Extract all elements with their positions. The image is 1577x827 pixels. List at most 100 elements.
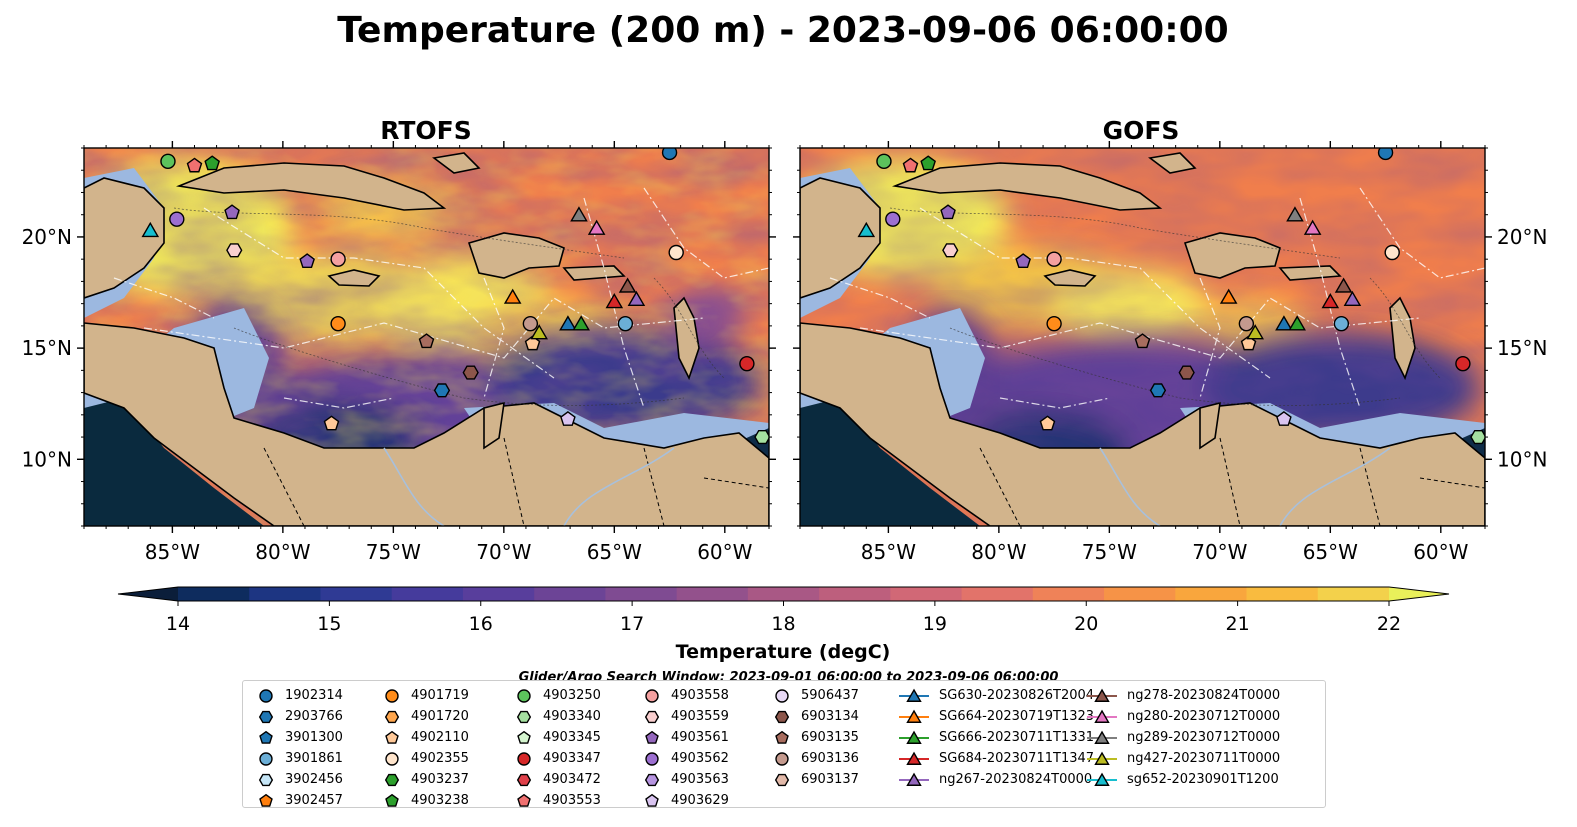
legend-label: 4903345 bbox=[543, 730, 601, 745]
legend-marker bbox=[385, 793, 399, 807]
colorbar-segment bbox=[1104, 587, 1176, 601]
legend-label: 4902355 bbox=[411, 751, 469, 766]
observation-3901861 bbox=[1333, 315, 1350, 332]
legend-item: 3902456 bbox=[257, 769, 343, 790]
legend-label: 4903347 bbox=[543, 751, 601, 766]
legend-label: SG666-20230711T1331 bbox=[939, 730, 1095, 745]
legend-marker bbox=[259, 793, 273, 807]
observation-4903562 bbox=[169, 211, 185, 227]
colorbar-tick-label: 18 bbox=[771, 613, 795, 635]
colorbar-segment bbox=[961, 587, 1034, 601]
observation-markers bbox=[857, 148, 1485, 445]
colorbar-tick-label: 20 bbox=[1074, 613, 1098, 635]
colorbar-extend-high bbox=[1389, 587, 1449, 601]
legend-column: 1902314 2903766 3901300 3901861 3902456 39024… bbox=[257, 685, 343, 811]
legend-marker bbox=[906, 730, 922, 744]
observation-4903559 bbox=[942, 243, 959, 258]
country-borders bbox=[979, 437, 1485, 526]
observation-sg684-20230711t1347 bbox=[1321, 293, 1340, 309]
legend-marker-icon bbox=[384, 710, 400, 723]
rtofs-map-panel: RTOFS bbox=[22, 116, 776, 564]
observation-4903553 bbox=[186, 157, 203, 173]
observation-ng280-20230712t0000 bbox=[587, 219, 606, 235]
legend-marker bbox=[516, 710, 532, 723]
legend-label: 4901719 bbox=[411, 688, 469, 703]
legend-item: 4902110 bbox=[383, 727, 469, 748]
colorbar-label: Temperature (degC) bbox=[676, 641, 891, 663]
legend-marker bbox=[1094, 751, 1110, 765]
legend-marker bbox=[774, 773, 790, 786]
colorbar-segment bbox=[1032, 587, 1105, 601]
legend-item: 6903136 bbox=[773, 748, 859, 769]
legend-item: 4903472 bbox=[515, 769, 601, 790]
legend-label: SG664-20230719T1323 bbox=[939, 709, 1095, 724]
lon-tick-label: 80°W bbox=[255, 540, 310, 564]
legend-item: 4903558 bbox=[643, 685, 729, 706]
gofs-frame bbox=[799, 147, 1486, 527]
legend-label: 4903629 bbox=[671, 793, 729, 808]
gofs-map[interactable] bbox=[790, 145, 1486, 526]
observation-2903766 bbox=[433, 383, 451, 398]
observation-4903250 bbox=[160, 153, 176, 170]
pacific-deep-water bbox=[800, 398, 980, 526]
legend-label: ng280-20230712T0000 bbox=[1127, 709, 1281, 724]
legend-label: 6903137 bbox=[801, 772, 859, 787]
legend-label: SG684-20230711T1347 bbox=[939, 751, 1095, 766]
colorbar-tick-label: 16 bbox=[469, 613, 493, 635]
legend-item: 3902457 bbox=[257, 790, 343, 811]
observation-sg652-20230901t1200 bbox=[141, 221, 160, 238]
observation-sg684-20230711t1347 bbox=[605, 293, 624, 309]
observation-ng267-20230824t0000 bbox=[1343, 290, 1362, 307]
legend-marker-icon bbox=[258, 710, 274, 723]
colorbar-segment bbox=[1175, 587, 1248, 601]
legend-marker bbox=[517, 688, 531, 703]
lon-tick-label: 65°W bbox=[1303, 540, 1358, 564]
lon-tick-label: 80°W bbox=[971, 540, 1026, 564]
legend-marker bbox=[517, 730, 531, 744]
legend-marker-icon bbox=[258, 773, 274, 786]
legend-marker bbox=[906, 751, 922, 765]
legend-marker bbox=[385, 730, 399, 744]
lat-tick-label: 20°N bbox=[22, 225, 72, 249]
legend-item: ng289-20230712T0000 bbox=[1087, 727, 1280, 748]
observation-4903629 bbox=[1276, 411, 1292, 426]
legend-label: 6903134 bbox=[801, 709, 859, 724]
legend-label: 3902456 bbox=[285, 772, 343, 787]
legend-item: 4903561 bbox=[643, 727, 729, 748]
observation-6903134 bbox=[462, 365, 479, 380]
legend-column: 4901719 4901720 4902110 4902355 4903237 49032… bbox=[383, 685, 469, 811]
legend-label: 4902110 bbox=[411, 730, 469, 745]
legend-label: 4903340 bbox=[543, 709, 601, 724]
legend-item: ng267-20230824T0000 bbox=[899, 769, 1094, 790]
legend-label: 4903559 bbox=[671, 709, 729, 724]
legend-item: ng427-20230711T0000 bbox=[1087, 748, 1280, 769]
observation-4903562 bbox=[885, 211, 901, 227]
legend-label: 4901720 bbox=[411, 709, 469, 724]
legend-label: 4903563 bbox=[671, 772, 729, 787]
lon-tick-label: 75°W bbox=[366, 540, 421, 564]
legend-label: 4903553 bbox=[543, 793, 601, 808]
legend-item: sg652-20230901T1200 bbox=[1087, 769, 1280, 790]
observation-ng278-20230824t0000 bbox=[1334, 277, 1353, 293]
legend-column: 5906437 6903134 6903135 6903136 6903137 bbox=[773, 685, 859, 790]
observation-3901861 bbox=[617, 315, 634, 332]
observation-ng427-20230711t0000 bbox=[1246, 324, 1264, 340]
legend-marker bbox=[259, 730, 273, 744]
legend-marker bbox=[906, 709, 922, 723]
legend-label: 3902457 bbox=[285, 793, 343, 808]
gofs-axes: 85°W 80°W 75°W 70°W 65°W 60°W 10°N 15°N 20°N bbox=[793, 141, 1547, 564]
legend-item: 4901720 bbox=[383, 706, 469, 727]
legend-marker bbox=[906, 688, 922, 702]
observation-4902110 bbox=[524, 335, 541, 351]
observation-4902355 bbox=[1384, 244, 1400, 261]
legend-marker bbox=[517, 751, 531, 766]
legend-marker-icon bbox=[774, 773, 790, 786]
legend-column: SG630-20230826T2004 SG664-20230719T1323 SG… bbox=[899, 685, 1094, 790]
rtofs-map[interactable] bbox=[74, 145, 770, 526]
observation-sg666-20230711t1331 bbox=[1288, 315, 1306, 331]
observation-sg664-20230719t1323 bbox=[503, 288, 522, 304]
legend-marker bbox=[645, 793, 659, 807]
legend-label: ng267-20230824T0000 bbox=[939, 772, 1093, 787]
legend-marker bbox=[645, 688, 659, 703]
observation-ng278-20230824t0000 bbox=[618, 277, 637, 293]
